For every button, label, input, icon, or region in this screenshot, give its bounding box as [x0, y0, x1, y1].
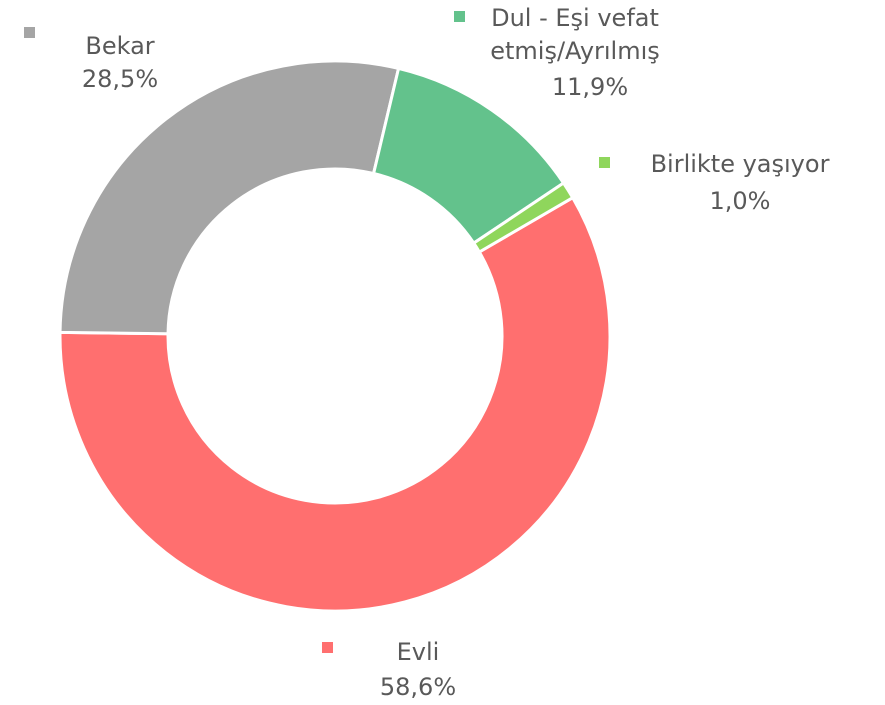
- category-label: Birlikte yaşıyor: [651, 150, 830, 178]
- legend-swatch: [454, 11, 465, 22]
- value-label: 28,5%: [82, 65, 158, 93]
- legend-swatch: [599, 157, 610, 168]
- label-line: Dul - Eşi vefat: [491, 4, 659, 32]
- category-label: Bekar: [85, 32, 154, 60]
- category-label: Dul - Eşi vefat etmiş/Ayrılmış: [490, 4, 660, 65]
- donut-slice: [58, 59, 401, 336]
- label-line: etmiş/Ayrılmış: [490, 37, 660, 65]
- legend-swatch: [322, 642, 333, 653]
- donut-slice: [58, 195, 612, 613]
- legend-swatch: [24, 27, 35, 38]
- donut-slice: [471, 180, 575, 255]
- value-label: 11,9%: [552, 73, 628, 101]
- category-label: Evli: [397, 638, 440, 666]
- value-label: 1,0%: [710, 187, 771, 215]
- value-label: 58,6%: [380, 673, 456, 701]
